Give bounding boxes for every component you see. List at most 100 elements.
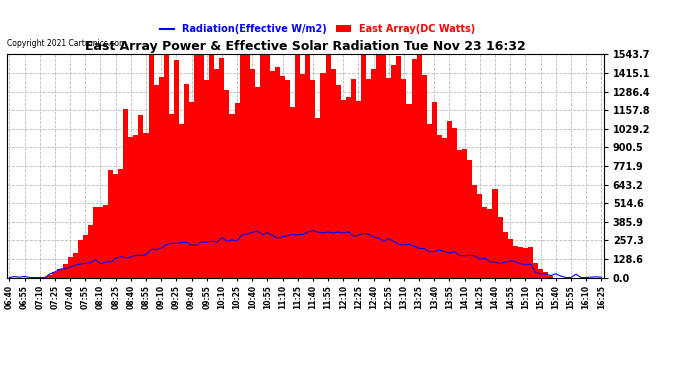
Bar [442,138,447,278]
Bar [538,269,543,278]
Bar [508,238,513,278]
Bar [426,124,432,278]
Bar [381,54,386,278]
Bar [497,217,502,278]
Bar [295,54,300,278]
Bar [335,84,341,278]
Bar [204,80,209,278]
Bar [48,275,52,278]
Bar [457,150,462,278]
Bar [124,109,128,278]
Bar [548,276,553,278]
Bar [179,124,184,278]
Bar [57,269,63,278]
Bar [366,79,371,278]
Bar [361,54,366,278]
Bar [447,121,452,278]
Bar [285,80,290,278]
Bar [199,54,204,278]
Bar [255,87,260,278]
Bar [219,58,224,278]
Bar [209,54,215,278]
Text: Copyright 2021 Cartronics.com: Copyright 2021 Cartronics.com [7,39,126,48]
Bar [417,54,422,278]
Bar [128,137,133,278]
Bar [189,102,194,278]
Bar [194,54,199,278]
Bar [386,78,391,278]
Bar [275,67,280,278]
Bar [391,65,396,278]
Bar [502,232,508,278]
Bar [139,116,144,278]
Bar [543,273,548,278]
Bar [63,264,68,278]
Bar [68,257,72,278]
Bar [42,277,48,278]
Bar [98,207,103,278]
Bar [103,205,108,278]
Bar [320,74,326,278]
Bar [144,134,148,278]
Bar [290,108,295,278]
Bar [513,246,518,278]
Bar [351,79,356,278]
Bar [113,174,118,278]
Bar [230,114,235,278]
Bar [315,118,320,278]
Bar [376,54,381,278]
Bar [72,252,78,278]
Bar [159,77,164,278]
Bar [411,59,417,278]
Bar [88,225,93,278]
Bar [300,74,306,278]
Bar [235,103,239,278]
Bar [174,60,179,278]
Bar [346,97,351,278]
Bar [432,102,437,278]
Title: East Array Power & Effective Solar Radiation Tue Nov 23 16:32: East Array Power & Effective Solar Radia… [85,40,526,53]
Bar [533,264,538,278]
Bar [83,236,88,278]
Bar [245,54,250,278]
Bar [224,90,230,278]
Bar [306,54,310,278]
Bar [406,104,411,278]
Bar [93,207,98,278]
Bar [523,248,528,278]
Legend: Radiation(Effective W/m2), East Array(DC Watts): Radiation(Effective W/m2), East Array(DC… [156,20,479,38]
Bar [52,272,57,278]
Bar [108,170,113,278]
Bar [402,79,406,278]
Bar [270,71,275,278]
Bar [487,209,493,278]
Bar [215,69,219,278]
Bar [310,80,315,278]
Bar [250,69,255,278]
Bar [371,69,376,278]
Bar [462,149,467,278]
Bar [133,135,139,278]
Bar [477,194,482,278]
Bar [422,75,426,278]
Bar [482,207,487,278]
Bar [341,100,346,278]
Bar [452,128,457,278]
Bar [184,84,189,278]
Bar [528,247,533,278]
Bar [239,54,245,278]
Bar [472,185,477,278]
Bar [154,85,159,278]
Bar [437,135,442,278]
Bar [467,159,472,278]
Bar [164,54,169,278]
Bar [518,247,523,278]
Bar [396,56,402,278]
Bar [356,100,361,278]
Bar [260,54,265,278]
Bar [148,54,154,278]
Bar [118,169,124,278]
Bar [169,114,174,278]
Bar [331,69,335,278]
Bar [280,76,285,278]
